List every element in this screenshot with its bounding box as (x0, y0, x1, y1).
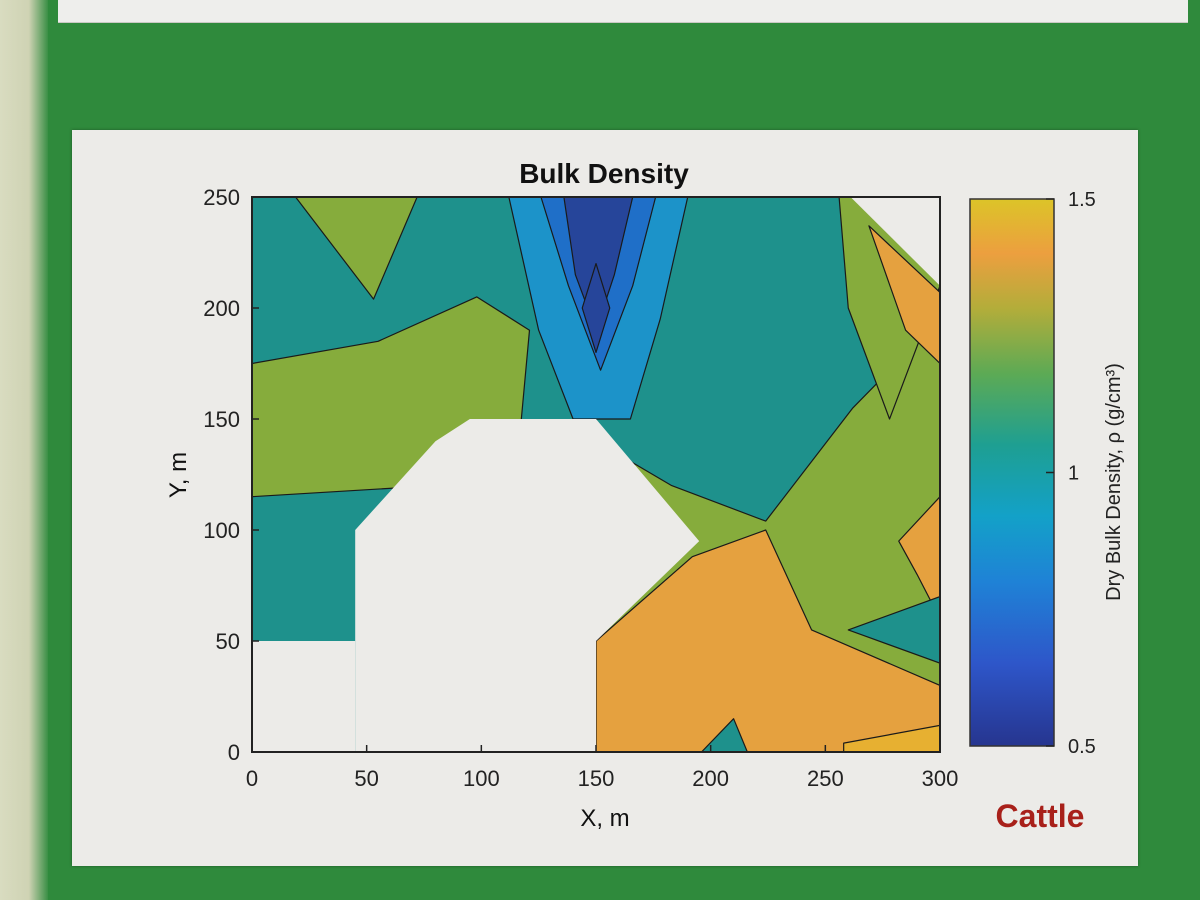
x-tick-label: 300 (922, 766, 959, 791)
x-tick-label: 150 (578, 766, 615, 791)
y-tick-label: 250 (203, 185, 240, 210)
colorbar-label: Dry Bulk Density, ρ (g/cm³) (1103, 363, 1125, 601)
no-data-mask-2 (850, 197, 940, 286)
x-tick-label: 100 (463, 766, 500, 791)
x-tick-label: 50 (354, 766, 378, 791)
contour-region-5 (868, 225, 940, 365)
contour-region-1 (294, 197, 418, 300)
colorbar-tick-label: 1 (1068, 463, 1079, 485)
y-tick-label: 200 (203, 296, 240, 321)
cattle-annotation: Cattle (996, 798, 1085, 834)
y-axis-label: Y, m (165, 452, 192, 498)
colorbar-ticks: 0.5 1 1.5 (1046, 189, 1096, 758)
contour-region-10 (843, 724, 940, 752)
x-axis-label: X, m (580, 805, 629, 832)
colorbar (969, 198, 1055, 747)
colorbar-tick-label: 1.5 (1068, 189, 1096, 211)
no-data-mask-0 (355, 419, 700, 752)
contour-region-8 (847, 595, 940, 664)
y-tick-label: 100 (203, 518, 240, 543)
y-tick-label: 50 (216, 629, 240, 654)
no-data-masks (252, 197, 940, 752)
contour-region-7 (898, 496, 940, 620)
x-tick-label: 200 (692, 766, 729, 791)
x-axis-ticks: 0 50 100 150 200 250 300 (246, 745, 958, 791)
x-tick-label: 0 (246, 766, 258, 791)
top-panel-edge (58, 0, 1188, 23)
y-axis-ticks: 0 50 100 150 200 250 (203, 185, 259, 765)
x-tick-label: 250 (807, 766, 844, 791)
y-tick-label: 150 (203, 407, 240, 432)
contour-region-9 (700, 718, 748, 752)
chart-title: Bulk Density (519, 158, 689, 189)
wall-background (0, 0, 48, 900)
contour-region-6 (595, 529, 940, 752)
y-tick-label: 0 (228, 740, 240, 765)
contour-region-14 (581, 263, 611, 353)
no-data-mask-1 (252, 641, 356, 752)
colorbar-tick-label: 0.5 (1068, 736, 1096, 758)
